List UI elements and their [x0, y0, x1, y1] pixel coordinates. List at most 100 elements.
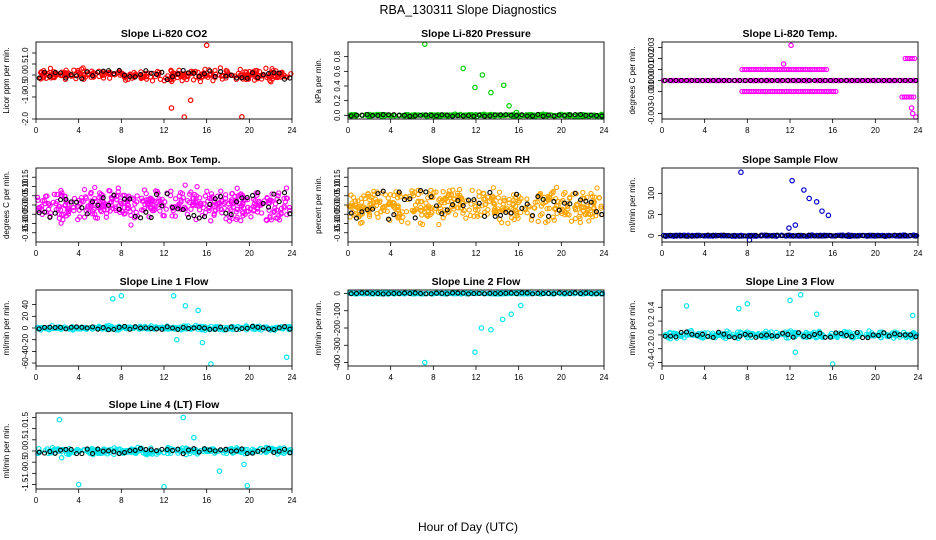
y-tick-label: -0.5: [21, 455, 30, 469]
data-point: [398, 218, 405, 225]
data-point: [562, 212, 568, 218]
outlier-point: [472, 84, 478, 91]
mean-point: [180, 451, 186, 457]
data-point: [107, 188, 113, 194]
y-tick-label: 0.001: [647, 59, 656, 80]
mean-point: [465, 113, 472, 119]
mean-point: [540, 291, 546, 297]
x-tick-label: 8: [745, 249, 750, 258]
data-point: [188, 326, 194, 332]
mean-point: [854, 233, 860, 239]
outlier-point: [181, 114, 188, 120]
data-point: [68, 201, 74, 207]
mean-point: [465, 197, 472, 203]
mean-point: [854, 77, 860, 84]
x-tick-label: 0: [34, 249, 39, 258]
x-tick-label: 8: [745, 373, 750, 382]
outlier-point: [118, 293, 125, 299]
mean-point: [57, 324, 64, 330]
data-point: [501, 197, 508, 204]
mean-point: [380, 291, 386, 297]
mean-point: [164, 191, 170, 197]
mean-point: [396, 291, 402, 297]
x-tick-label: 12: [160, 126, 169, 135]
data-point: [778, 77, 784, 84]
mean-point: [89, 451, 96, 457]
data-point: [365, 191, 371, 197]
mean-point: [84, 211, 90, 217]
data-point: [356, 207, 362, 214]
mean-point: [196, 215, 202, 221]
mean-point: [481, 291, 488, 297]
mean-point: [694, 332, 700, 338]
data-point: [264, 194, 270, 201]
data-point: [740, 233, 746, 239]
mean-point: [577, 112, 584, 118]
mean-point: [897, 77, 903, 84]
x-tick-label: 8: [119, 496, 124, 505]
outlier-point: [813, 311, 820, 317]
x-tick-label: 16: [202, 249, 211, 258]
mean-point: [159, 203, 165, 209]
mean-point: [875, 332, 882, 339]
mean-point: [417, 112, 424, 118]
data-point: [278, 70, 284, 77]
data-point: [163, 206, 169, 212]
mean-point: [201, 325, 208, 331]
mean-point: [201, 446, 208, 452]
mean-point: [907, 332, 914, 338]
data-point: [564, 201, 570, 207]
x-tick-label: 0: [346, 249, 351, 258]
mean-point: [870, 332, 876, 338]
mean-point: [100, 325, 106, 331]
data-point: [133, 450, 139, 457]
mean-point: [249, 192, 256, 199]
mean-point: [774, 77, 780, 84]
x-tick-label: 0: [34, 496, 39, 505]
y-tick-label: 1.5: [21, 411, 30, 423]
y-tick-label: 0.15: [21, 169, 30, 185]
y-tick-label: 0.5: [21, 58, 30, 70]
data-point: [418, 199, 424, 205]
mean-point: [444, 291, 450, 297]
data-point: [911, 55, 918, 62]
mean-point: [159, 69, 165, 75]
data-point: [687, 77, 693, 84]
mean-point: [705, 77, 711, 84]
data-point: [436, 197, 442, 203]
panel-title: Slope Line 1 Flow: [120, 276, 210, 288]
data-point: [88, 191, 94, 197]
mean-point: [244, 195, 250, 201]
mean-point: [673, 334, 679, 340]
data-point: [128, 222, 134, 228]
mean-point: [503, 112, 509, 118]
data-point: [172, 213, 179, 219]
mean-point: [886, 77, 892, 84]
data-point: [87, 325, 93, 331]
panel-title: Slope Line 3 Flow: [746, 276, 836, 288]
x-tick-label: 16: [202, 126, 211, 135]
y-axis-label: ml/min per min.: [2, 424, 11, 479]
x-tick-label: 24: [288, 373, 297, 382]
data-point: [276, 446, 282, 453]
mean-point: [833, 77, 839, 84]
data-point: [356, 214, 362, 220]
mean-point: [774, 333, 780, 339]
data-point: [419, 207, 425, 214]
mean-point: [433, 113, 440, 119]
mean-point: [854, 329, 860, 336]
data-point: [586, 218, 592, 224]
data-point: [188, 206, 194, 212]
outlier-point: [180, 414, 187, 421]
mean-point: [513, 112, 520, 118]
y-tick-label: 0.0: [21, 445, 30, 457]
mean-point: [881, 330, 887, 336]
mean-point: [758, 233, 764, 239]
mean-point: [239, 195, 245, 201]
data-point: [103, 214, 109, 220]
mean-point: [551, 199, 557, 205]
y-tick-label: 0.15: [333, 169, 342, 185]
mean-point: [396, 112, 402, 118]
outlier-point: [182, 302, 189, 309]
